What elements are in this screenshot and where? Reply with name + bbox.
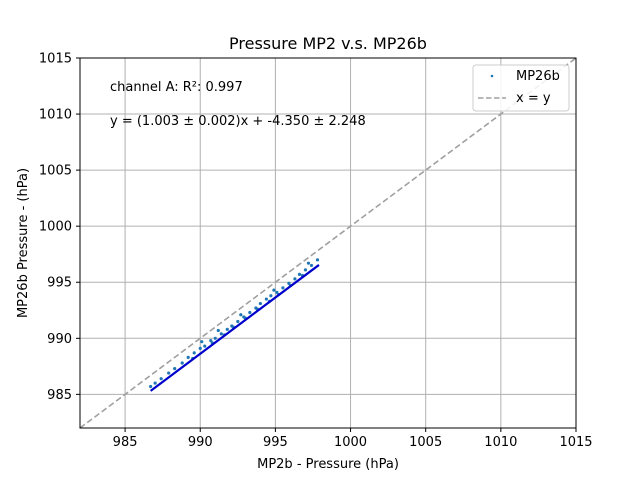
plot-frame: [79, 57, 577, 429]
scatter-point: [198, 346, 202, 350]
x-axis-label: MP2b - Pressure (hPa): [257, 457, 399, 472]
x-tick-label: 1010: [484, 435, 517, 450]
scatter-point: [173, 366, 177, 371]
scatter-point: [180, 361, 184, 365]
fit-equation-annotation: y = (1.003 ± 0.002)x + -4.350 ± 2.248: [110, 114, 366, 129]
scatter-point: [225, 327, 229, 331]
plot-area: [80, 58, 576, 428]
scatter-point: [303, 268, 308, 272]
y-tick-label: 1000: [39, 220, 72, 235]
scatter-point: [287, 281, 291, 285]
y-tick-label: 1015: [39, 52, 72, 67]
scatter-point: [293, 277, 297, 281]
scatter-point: [248, 310, 252, 315]
scatter-point: [258, 301, 262, 306]
scatter-point: [216, 328, 220, 333]
x-tick-label: 995: [263, 435, 288, 450]
y-tick-label: 1005: [39, 164, 72, 179]
scatter-point: [192, 351, 196, 355]
y-tick-label: 995: [47, 276, 72, 291]
scatter-point: [159, 377, 163, 381]
y-tick-label: 990: [47, 332, 72, 347]
scatter-point: [264, 297, 268, 301]
x-tick-label: 990: [188, 435, 213, 450]
scatter-point: [203, 344, 207, 348]
legend: MP26b x = y: [472, 64, 570, 112]
ticks: 985 990 995 1000 1005 1010 1015 985 990 995 1000 10…: [39, 52, 593, 451]
scatter-point: [236, 319, 240, 324]
fit-line: [149, 264, 320, 392]
scatter-point: [149, 384, 153, 389]
legend-label-xy: x = y: [516, 91, 551, 106]
x-tick-label: 1005: [409, 435, 442, 450]
identity-line: [80, 58, 576, 428]
scatter-point: [167, 371, 171, 375]
x-tick-label: 1015: [559, 435, 592, 450]
scatter-point: [239, 313, 243, 317]
r-squared-annotation: channel A: R²: 0.997: [110, 80, 243, 95]
y-tick-label: 985: [47, 388, 72, 403]
chart-title: Pressure MP2 v.s. MP26b: [229, 34, 427, 53]
scatter-point: [213, 336, 217, 340]
y-axis-label: MP26b Pressure - (hPa): [16, 168, 31, 318]
scatter-point: [219, 332, 223, 336]
scatter-point: [309, 263, 314, 268]
scatter-point: [153, 381, 157, 385]
scatter-point: [306, 261, 311, 265]
x-tick-label: 1000: [334, 435, 367, 450]
legend-marker-mp26b: [490, 74, 494, 78]
y-tick-label: 1010: [39, 108, 72, 123]
scatter-point: [275, 290, 279, 294]
scatter-point: [269, 294, 273, 298]
scatter-point: [209, 338, 213, 343]
legend-box: [472, 64, 570, 112]
scatter-point: [272, 288, 276, 292]
legend-label-mp26b: MP26b: [516, 69, 560, 84]
scatter-point: [186, 355, 190, 359]
scatter-point: [297, 272, 302, 276]
x-tick-label: 985: [113, 435, 138, 450]
scatter-point: [315, 258, 320, 262]
scatter-point: [200, 340, 204, 344]
scatter-point: [281, 286, 285, 290]
